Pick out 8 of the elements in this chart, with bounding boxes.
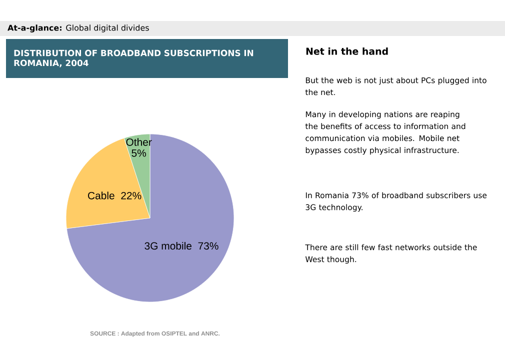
text: Net in the hand xyxy=(306,48,388,55)
slice-label: Other xyxy=(126,138,152,146)
data-label: 5% xyxy=(132,149,146,157)
slice-label: 3G mobile xyxy=(144,242,192,250)
chart-title: DISTRIBUTION OF BROADBAND SUBSCRIPTIONS IN ROMANIA, 2004 xyxy=(14,50,254,68)
data-label: 22% xyxy=(121,192,142,200)
data-label: 73% xyxy=(198,242,218,250)
slice-label: Cable xyxy=(88,192,114,200)
